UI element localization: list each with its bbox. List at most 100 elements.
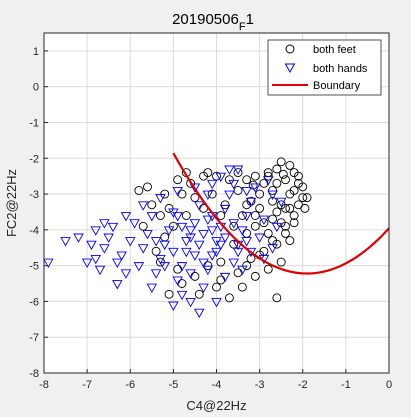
x-tick-label: -7: [82, 379, 92, 391]
both-feet-point: [250, 271, 260, 281]
both-hands-point: [172, 276, 183, 286]
both-feet-point: [298, 193, 308, 203]
both-feet-point: [143, 182, 152, 192]
both-hands-point: [155, 194, 166, 204]
both-hands-point: [133, 262, 145, 272]
chart-title: 20190506F1: [172, 11, 254, 33]
x-tick-label: -8: [39, 379, 49, 391]
both-hands-point: [129, 219, 140, 229]
both-feet-point: [293, 171, 303, 181]
both-feet-point: [164, 203, 174, 213]
both-feet-point: [285, 236, 295, 246]
both-hands-point: [189, 219, 201, 229]
x-tick-label: -2: [298, 379, 308, 391]
both-feet-point: [220, 200, 230, 210]
both-feet-point: [250, 171, 260, 181]
both-hands-point: [219, 204, 231, 215]
chart-title-main: 20190506: [172, 11, 239, 28]
both-feet-point: [224, 293, 234, 303]
x-tick-label: 0: [386, 379, 392, 391]
both-hands-point: [176, 262, 188, 272]
both-feet-point: [164, 289, 174, 299]
chart-title-tail: 1: [246, 11, 254, 28]
legend-label-both-hands: both hands: [313, 63, 368, 75]
both-feet-point: [302, 193, 312, 203]
both-feet-point: [263, 171, 273, 181]
y-tick-label: -6: [29, 296, 39, 308]
both-hands-point: [250, 183, 261, 193]
both-hands-point: [202, 190, 214, 200]
both-feet-point: [255, 203, 265, 213]
both-hands-point: [193, 201, 205, 211]
y-tick-label: -4: [29, 225, 39, 237]
both-feet-point: [203, 168, 213, 178]
boundary-curve: [172, 152, 389, 275]
both-feet-point: [289, 186, 299, 195]
both-feet-point: [272, 178, 282, 188]
both-feet-point: [289, 211, 299, 220]
both-hands-point: [150, 237, 162, 247]
legend: both feet both hands Boundary: [267, 39, 382, 96]
both-hands-point: [202, 265, 214, 276]
both-hands-point: [228, 258, 240, 268]
both-hands-point: [228, 179, 240, 190]
both-feet-point: [207, 189, 217, 199]
both-hands-point: [267, 190, 278, 200]
y-axis-label: FC2@22Hz: [4, 169, 19, 237]
both-hands-point: [185, 226, 196, 236]
plot-layer: [44, 152, 389, 319]
y-tick-label: -3: [29, 189, 39, 201]
both-hands-point: [215, 172, 227, 183]
y-tick-label: 1: [33, 46, 39, 58]
both-hands-point: [60, 237, 71, 247]
both-feet-point: [285, 203, 295, 213]
both-feet-point: [242, 261, 252, 271]
both-feet-point: [281, 228, 290, 238]
legend-label-both-feet: both feet: [313, 44, 356, 56]
both-feet-point: [216, 257, 226, 267]
both-hands-point: [254, 233, 265, 243]
x-tick-label: -1: [341, 379, 351, 391]
x-tick-label: -6: [125, 379, 135, 391]
both-feet-point: [168, 221, 178, 231]
both-hands-point: [150, 269, 162, 279]
chart-title-subscript: F: [239, 21, 246, 33]
x-tick-label: -4: [212, 379, 222, 391]
both-feet-point: [242, 175, 252, 185]
both-feet-point: [134, 186, 144, 195]
both-hands-point: [176, 290, 188, 301]
both-feet-point: [181, 211, 191, 220]
series-both-hands: [44, 165, 287, 319]
both-hands-point: [99, 219, 110, 229]
both-feet-point: [246, 254, 256, 263]
both-hands-point: [44, 258, 54, 268]
both-feet-point: [278, 169, 288, 179]
legend-label-boundary: Boundary: [313, 80, 361, 92]
both-hands-point: [120, 269, 132, 279]
both-feet-point: [268, 186, 278, 195]
both-feet-point: [272, 293, 282, 303]
both-hands-point: [219, 233, 231, 243]
both-hands-point: [241, 187, 252, 197]
both-hands-point: [211, 297, 222, 308]
axis-ticks: -8 -7 -6 -5 -4 -3 -2 -1 0 -8 -7 -6 -5 -4 -3 -2 -1 0 1: [29, 46, 392, 391]
y-tick-label: -5: [29, 261, 39, 273]
both-feet-point: [216, 211, 226, 220]
both-hands-point: [90, 255, 102, 265]
both-hands-point: [163, 226, 175, 236]
both-hands-point: [211, 247, 222, 258]
both-feet-point: [268, 196, 278, 206]
both-feet-point: [276, 257, 286, 267]
x-axis-label: C4@22Hz: [186, 398, 246, 413]
both-feet-point: [229, 221, 239, 231]
both-hands-point: [258, 215, 270, 226]
both-hands-point: [112, 280, 123, 290]
both-hands-point: [124, 237, 136, 247]
both-feet-point: [173, 175, 183, 185]
both-hands-point: [224, 190, 235, 200]
x-tick-label: -5: [168, 379, 178, 391]
both-hands-point: [237, 226, 248, 236]
legend-marker-both-feet: [285, 44, 295, 54]
both-feet-point: [255, 189, 265, 199]
both-hands-point: [245, 247, 257, 258]
